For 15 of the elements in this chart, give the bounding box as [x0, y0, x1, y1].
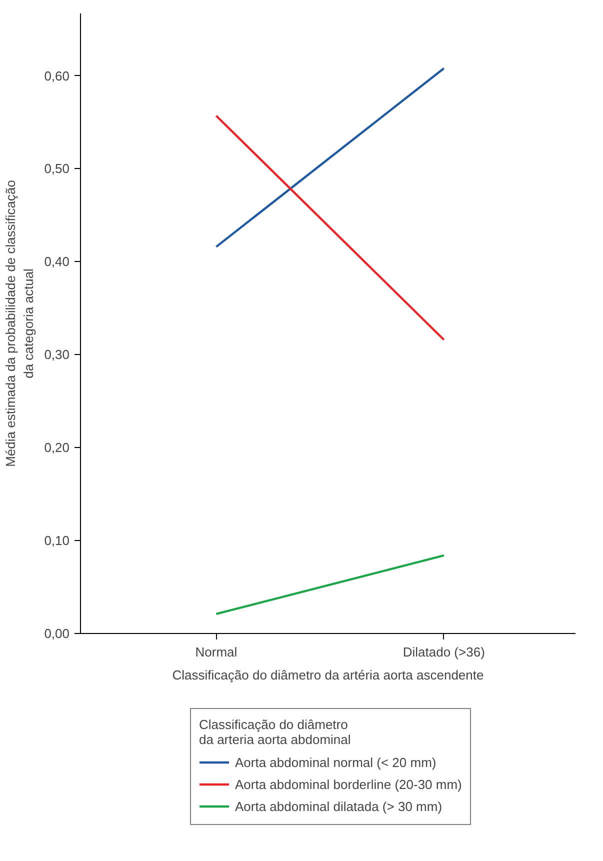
y-tick-label: 0,60	[44, 68, 70, 84]
x-tick-label: Normal	[195, 644, 238, 660]
legend-label: Aorta abdominal borderline (20-30 mm)	[235, 776, 462, 792]
legend-title: Classificação do diâmetro da arteria aorta abdominal	[199, 717, 352, 747]
y-tick-label: 0,20	[44, 440, 70, 456]
y-tick-label: 0,00	[44, 626, 70, 641]
y-tick-label: 0,50	[44, 161, 70, 176]
y-tick-label: 0,30	[44, 347, 70, 362]
legend-label: Aorta abdominal normal (< 20 mm)	[235, 754, 436, 770]
x-tick-label: Dilatado (>36)	[402, 644, 485, 660]
y-axis-title: Média estimada da probabilidade de classificação da categoria actual	[3, 180, 36, 467]
legend-label: Aorta abdominal dilatada (> 30 mm)	[235, 798, 442, 814]
y-tick-label: 0,10	[44, 533, 70, 548]
y-tick-label: 0,40	[44, 254, 70, 270]
x-axis-title: Classificação do diâmetro da artéria aorta ascendente	[172, 668, 484, 682]
